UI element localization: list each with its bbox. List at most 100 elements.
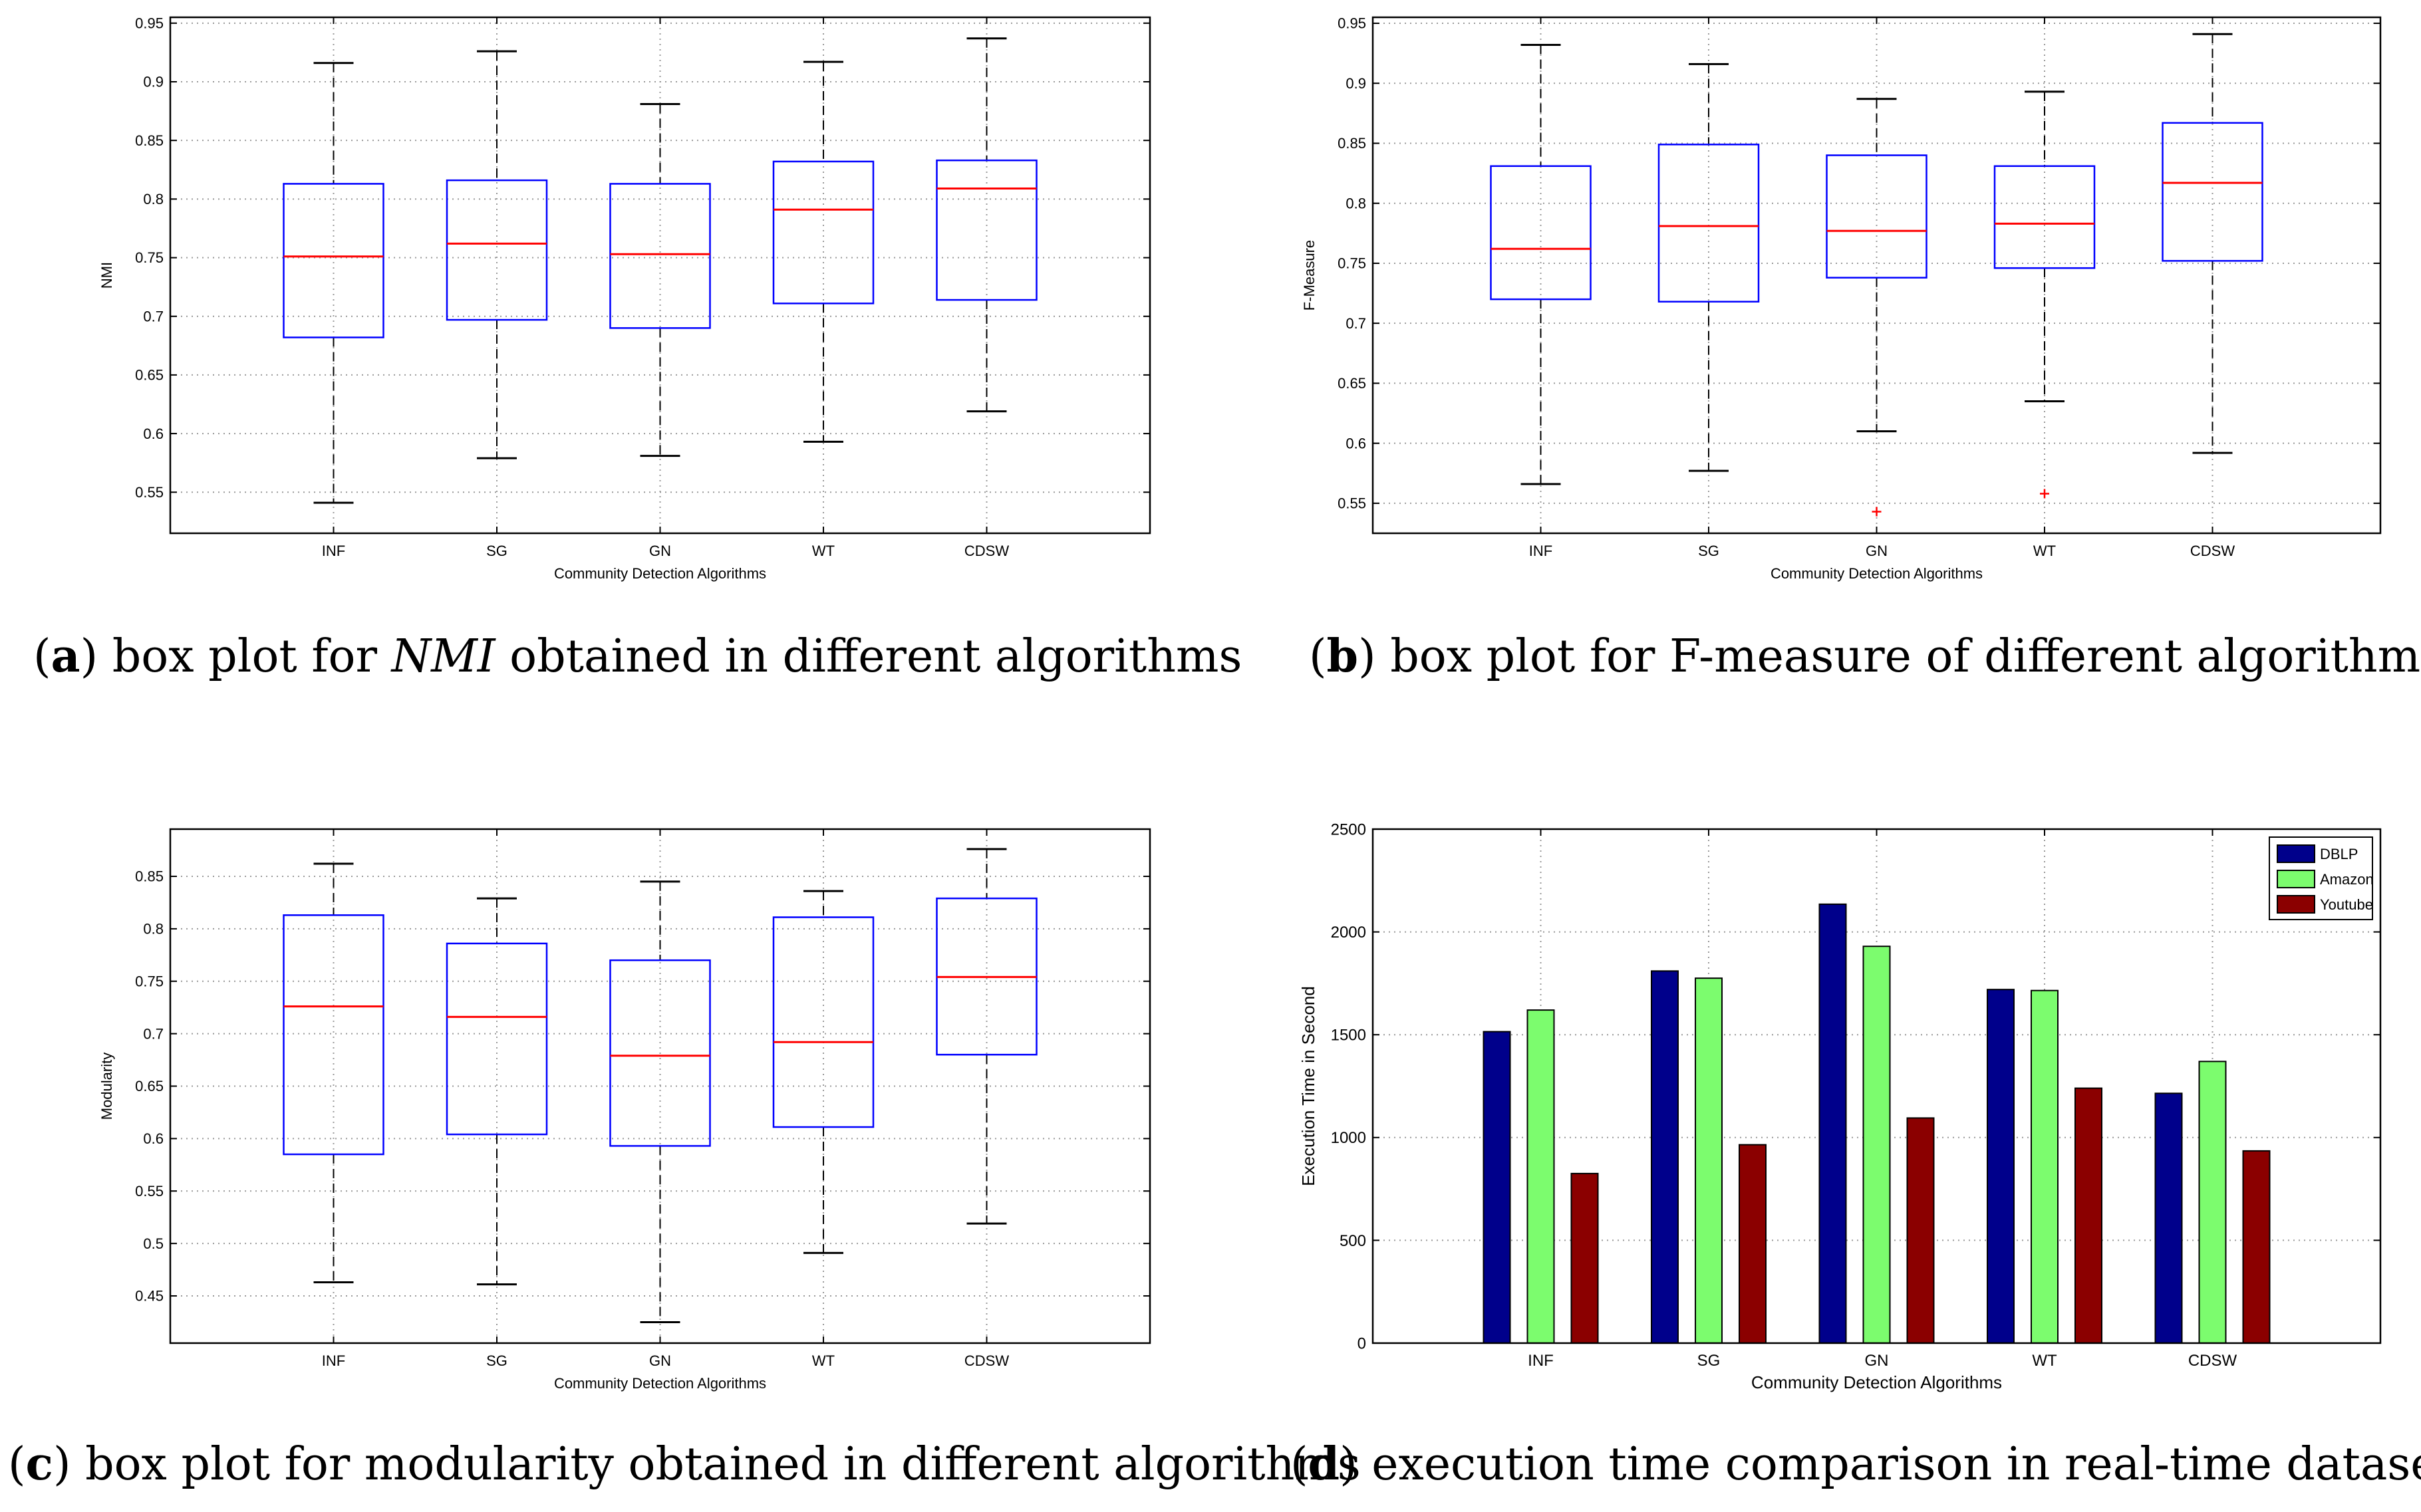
bar-youtube-inf xyxy=(1570,1172,1599,1344)
legend-label-youtube: Youtube xyxy=(2320,896,2373,913)
plot-area xyxy=(1373,17,2380,533)
iqr-box xyxy=(283,183,384,338)
bar-youtube-wt xyxy=(2074,1087,2102,1344)
y-tick-label: 0.45 xyxy=(135,1288,164,1305)
caption-paren-open: ( xyxy=(1290,1438,1308,1491)
box-sg xyxy=(1657,63,1760,472)
caption-d: (d) execution time comparison in real-ti… xyxy=(1290,1438,2421,1491)
plot-frame xyxy=(1371,16,2382,535)
y-tick-label: 0 xyxy=(1357,1334,1366,1352)
bar-dblp-cdsw xyxy=(2154,1092,2183,1344)
caption-a: (a) box plot for NMI obtained in differe… xyxy=(33,630,1242,683)
caption-paren-close: ) xyxy=(1358,630,1376,683)
bar-amazon-gn xyxy=(1862,945,1891,1344)
iqr-box xyxy=(283,914,384,1156)
y-tick-label: 0.55 xyxy=(1338,495,1366,512)
box-inf xyxy=(283,862,384,1284)
box-gn xyxy=(609,880,711,1323)
bar-youtube-sg xyxy=(1739,1144,1767,1344)
x-tick-label-inf: INF xyxy=(1528,1352,1554,1370)
caption-b: (b) box plot for F-measure of different … xyxy=(1309,630,2421,683)
caption-label: d xyxy=(1308,1438,1340,1491)
x-tick-label-sg: SG xyxy=(1697,1352,1721,1370)
bar-dblp-inf xyxy=(1483,1031,1511,1344)
plot-frame xyxy=(169,16,1151,535)
y-tick-label: 0.7 xyxy=(143,308,164,324)
y-tick-label: 0.85 xyxy=(135,132,164,149)
y-tick-label: 0.95 xyxy=(135,15,164,32)
chart-panel-a: 0.55 0.6 0.65 0.7 0.75 0.8 0.85 0.9 0.95 INF SG GN W… xyxy=(98,15,1151,582)
bar-youtube-gn xyxy=(1906,1117,1935,1344)
x-axis-label: Community Detection Algorithms xyxy=(1771,565,1983,582)
caption-rest: obtained in different algorithms xyxy=(496,630,1242,683)
x-tick-label-gn: GN xyxy=(1865,1352,1889,1370)
box-sg xyxy=(446,50,548,459)
y-tick-label: 0.6 xyxy=(143,1130,164,1147)
plot-frame xyxy=(169,828,1151,1344)
bar-youtube-cdsw xyxy=(2242,1150,2271,1344)
x-tick-label-cdsw: CDSW xyxy=(964,543,1009,559)
caption-text: execution time comparison in real-time d… xyxy=(1357,1438,2421,1491)
caption-paren-close: ) xyxy=(53,1438,71,1491)
caption-paren-open: ( xyxy=(33,630,51,683)
y-tick-label: 0.7 xyxy=(1346,315,1366,332)
iqr-box xyxy=(1657,144,1760,303)
bar-amazon-wt xyxy=(2031,989,2059,1344)
y-tick-label: 500 xyxy=(1340,1232,1366,1250)
x-tick-label-wt: WT xyxy=(812,1352,835,1369)
chart-panel-c: 0.45 0.5 0.55 0.6 0.65 0.7 0.75 0.8 0.85 INF SG GN W… xyxy=(98,828,1151,1392)
iqr-box xyxy=(2162,122,2263,262)
box-cdsw xyxy=(936,848,1038,1225)
y-tick-label: 0.85 xyxy=(1338,135,1366,152)
x-tick-label-inf: INF xyxy=(1529,543,1552,559)
legend-swatch-dblp xyxy=(2277,844,2315,863)
y-tick-label: 0.8 xyxy=(1346,195,1366,211)
iqr-box xyxy=(936,159,1038,301)
x-tick-label-sg: SG xyxy=(486,1352,507,1369)
y-tick-label: 0.65 xyxy=(135,367,164,384)
iqr-box xyxy=(446,179,548,321)
iqr-box xyxy=(772,160,875,305)
bar-dblp-sg xyxy=(1651,970,1679,1344)
legend: DBLP Amazon Youtube xyxy=(2269,836,2374,920)
y-tick-label: 0.8 xyxy=(143,921,164,938)
iqr-box xyxy=(609,183,711,329)
y-axis-label: NMI xyxy=(98,262,115,289)
y-tick-label: 2500 xyxy=(1331,820,1366,838)
box-gn xyxy=(609,103,711,457)
caption-label: c xyxy=(26,1438,53,1491)
y-tick-label: 0.5 xyxy=(143,1235,164,1252)
caption-text: box plot for xyxy=(98,630,391,683)
caption-paren-open: ( xyxy=(8,1438,26,1491)
iqr-box xyxy=(1826,154,1927,279)
y-tick-label: 2000 xyxy=(1331,924,1366,942)
caption-italic: NMI xyxy=(390,630,496,683)
iqr-box xyxy=(609,959,711,1147)
x-axis-label: Community Detection Algorithms xyxy=(1751,1372,2002,1392)
y-tick-label: 0.75 xyxy=(135,973,164,989)
x-axis-label: Community Detection Algorithms xyxy=(554,1375,766,1392)
box-cdsw xyxy=(936,37,1038,413)
bar-amazon-cdsw xyxy=(2198,1061,2227,1344)
box-cdsw xyxy=(2162,33,2263,454)
x-tick-label-cdsw: CDSW xyxy=(2190,543,2235,559)
bar-dblp-gn xyxy=(1818,903,1847,1344)
chart-panel-d: 0 500 1000 1500 2000 2500 INF SG GN WT CDSW DBLP Ama… xyxy=(1298,820,2382,1392)
x-tick-label-gn: GN xyxy=(1866,543,1888,559)
legend-label-dblp: DBLP xyxy=(2320,846,2358,862)
iqr-box xyxy=(1490,165,1592,301)
caption-label: a xyxy=(51,630,80,683)
caption-text: box plot for F-measure of different algo… xyxy=(1376,630,2421,683)
x-tick-label-wt: WT xyxy=(812,543,835,559)
legend-swatch-amazon xyxy=(2277,870,2315,888)
y-tick-label: 0.55 xyxy=(135,484,164,501)
y-tick-label: 0.8 xyxy=(143,191,164,207)
bar-amazon-sg xyxy=(1695,977,1723,1344)
caption-paren-open: ( xyxy=(1309,630,1327,683)
y-tick-label: 1500 xyxy=(1331,1027,1366,1045)
box-inf xyxy=(1490,44,1592,485)
x-tick-label-inf: INF xyxy=(322,543,345,559)
x-tick-label-wt: WT xyxy=(2033,543,2056,559)
y-axis-label: Execution Time in Second xyxy=(1298,986,1318,1186)
